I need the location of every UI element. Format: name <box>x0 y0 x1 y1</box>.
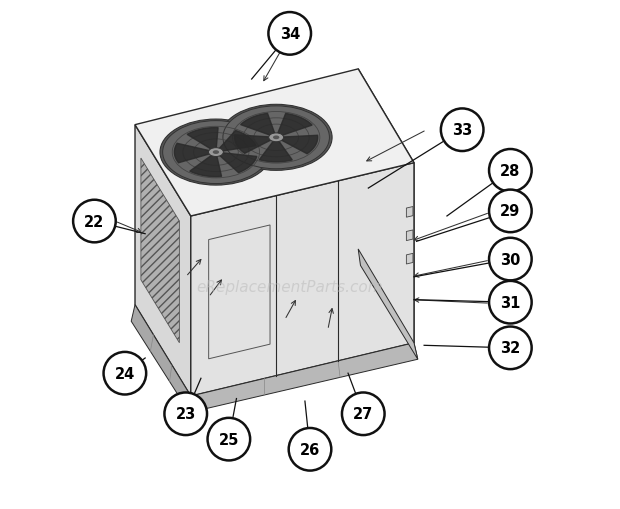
Ellipse shape <box>220 105 332 171</box>
Circle shape <box>164 393 207 435</box>
Circle shape <box>104 352 146 394</box>
Ellipse shape <box>268 134 283 143</box>
Circle shape <box>489 327 532 370</box>
Polygon shape <box>216 131 256 153</box>
Ellipse shape <box>162 121 269 184</box>
Polygon shape <box>276 136 317 154</box>
Text: 22: 22 <box>84 214 105 229</box>
Circle shape <box>489 190 532 233</box>
Polygon shape <box>234 135 276 154</box>
Polygon shape <box>191 163 414 396</box>
Polygon shape <box>141 159 179 343</box>
Polygon shape <box>174 144 216 163</box>
Text: 34: 34 <box>280 27 300 42</box>
Text: 33: 33 <box>452 123 472 138</box>
Polygon shape <box>406 231 413 241</box>
Polygon shape <box>259 138 292 162</box>
Text: 23: 23 <box>175 407 196 421</box>
Ellipse shape <box>208 149 223 157</box>
Text: 30: 30 <box>500 252 521 267</box>
Ellipse shape <box>273 136 280 140</box>
Polygon shape <box>189 343 418 413</box>
Text: 29: 29 <box>500 204 520 219</box>
Polygon shape <box>358 249 418 359</box>
Text: 32: 32 <box>500 341 520 356</box>
Polygon shape <box>241 114 276 138</box>
Polygon shape <box>406 254 413 265</box>
Circle shape <box>441 109 484 152</box>
Ellipse shape <box>213 151 219 155</box>
Circle shape <box>73 201 116 243</box>
Text: 27: 27 <box>353 407 373 421</box>
Polygon shape <box>187 128 218 153</box>
Text: 26: 26 <box>300 442 320 457</box>
Circle shape <box>289 428 331 471</box>
Text: 31: 31 <box>500 295 521 310</box>
Polygon shape <box>190 153 221 177</box>
Ellipse shape <box>223 107 329 169</box>
Circle shape <box>489 238 532 281</box>
Polygon shape <box>216 153 257 173</box>
Text: 24: 24 <box>115 366 135 381</box>
Polygon shape <box>358 70 414 343</box>
Circle shape <box>208 418 250 461</box>
Text: 25: 25 <box>219 432 239 447</box>
Circle shape <box>268 13 311 55</box>
Circle shape <box>489 150 532 192</box>
Polygon shape <box>135 125 191 396</box>
Circle shape <box>489 281 532 324</box>
Text: eReplacementParts.com: eReplacementParts.com <box>197 280 383 295</box>
Circle shape <box>342 393 384 435</box>
Polygon shape <box>406 207 413 218</box>
Polygon shape <box>276 114 312 138</box>
Polygon shape <box>131 305 191 413</box>
Text: 28: 28 <box>500 163 521 179</box>
Polygon shape <box>135 70 414 216</box>
Ellipse shape <box>160 120 272 186</box>
